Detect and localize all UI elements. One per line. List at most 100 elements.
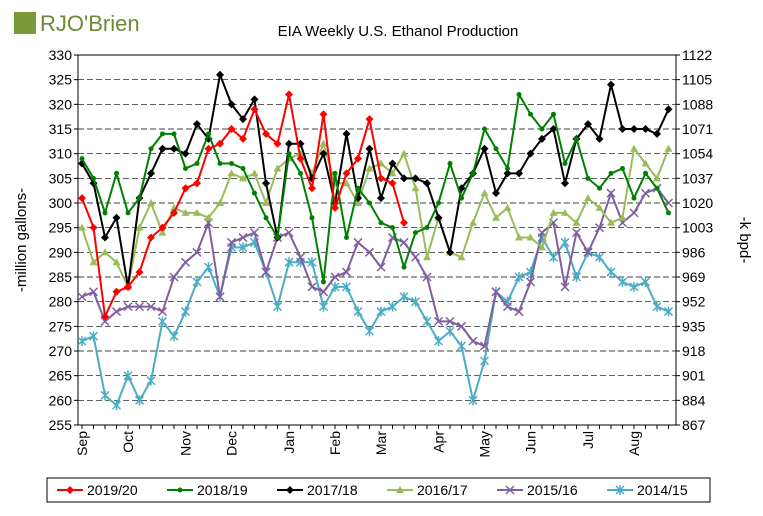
marker xyxy=(630,144,638,152)
marker xyxy=(640,188,651,198)
marker xyxy=(216,139,224,148)
marker xyxy=(505,165,510,171)
marker xyxy=(78,194,86,203)
x-tick-label: Feb xyxy=(327,431,343,455)
marker xyxy=(204,213,213,221)
marker xyxy=(239,115,247,124)
marker xyxy=(436,200,441,206)
marker xyxy=(89,258,98,266)
marker xyxy=(78,223,86,231)
series xyxy=(79,91,671,285)
marker xyxy=(170,144,178,153)
marker xyxy=(654,185,660,191)
marker xyxy=(595,203,604,211)
marker xyxy=(307,282,317,292)
marker xyxy=(365,115,374,124)
marker xyxy=(157,307,168,317)
marker xyxy=(227,100,236,109)
marker xyxy=(100,316,110,326)
marker xyxy=(597,185,602,191)
series xyxy=(78,70,673,291)
marker xyxy=(330,281,340,292)
marker xyxy=(607,218,615,226)
y2-tick-label: 1122 xyxy=(682,47,712,63)
y2-tick-label: 1071 xyxy=(682,121,713,137)
marker xyxy=(365,144,374,153)
legend-label: 2014/15 xyxy=(637,482,688,498)
marker xyxy=(539,126,545,132)
marker xyxy=(516,91,522,97)
marker xyxy=(411,184,420,192)
marker xyxy=(560,237,570,248)
marker xyxy=(400,149,408,157)
y2-tick-label: 1088 xyxy=(682,96,713,112)
marker xyxy=(147,199,155,206)
x-tick-label: Nov xyxy=(178,431,194,456)
marker xyxy=(263,215,269,221)
y-tick-label: 260 xyxy=(49,392,73,408)
x-tick-label: Jun xyxy=(523,431,539,454)
marker xyxy=(378,220,384,226)
marker xyxy=(66,486,74,494)
marker xyxy=(528,111,533,117)
y-tick-label: 265 xyxy=(49,368,73,384)
y2-tick-label: 918 xyxy=(682,343,706,359)
marker xyxy=(307,257,317,268)
y2-tick-label: 1037 xyxy=(682,170,713,186)
marker xyxy=(469,218,477,226)
marker xyxy=(515,169,523,178)
marker xyxy=(459,195,464,201)
y2-tick-label: 884 xyxy=(682,392,706,408)
y2-tick-label: 935 xyxy=(682,318,706,334)
marker xyxy=(331,203,339,212)
marker xyxy=(227,169,236,177)
marker xyxy=(342,129,351,138)
marker xyxy=(342,179,351,187)
marker xyxy=(615,485,625,495)
marker xyxy=(354,154,362,163)
marker xyxy=(502,302,513,312)
marker xyxy=(364,247,375,257)
marker xyxy=(229,161,234,167)
marker xyxy=(203,262,214,273)
marker xyxy=(515,233,523,241)
marker xyxy=(102,210,108,216)
marker xyxy=(275,235,280,241)
logo-icon xyxy=(14,12,36,34)
marker xyxy=(422,316,432,327)
marker xyxy=(170,208,178,217)
marker xyxy=(181,149,190,158)
series-line xyxy=(81,186,670,348)
marker xyxy=(169,331,179,342)
marker xyxy=(617,276,628,287)
marker xyxy=(594,252,605,263)
marker xyxy=(423,179,431,188)
marker xyxy=(111,307,122,317)
marker xyxy=(192,247,202,257)
marker xyxy=(111,400,122,411)
legend-label: 2018/19 xyxy=(197,482,248,498)
marker xyxy=(137,195,142,201)
marker xyxy=(296,154,305,163)
marker xyxy=(272,301,283,312)
marker xyxy=(192,276,202,287)
x-tick-label: Sep xyxy=(74,431,90,456)
y-tick-label: 305 xyxy=(49,170,73,186)
marker xyxy=(480,144,489,153)
y2-tick-label: 952 xyxy=(682,294,706,310)
marker xyxy=(284,228,294,238)
marker xyxy=(321,279,326,285)
y2-tick-label: 969 xyxy=(682,269,706,285)
x-tick-label: Oct xyxy=(120,431,136,453)
marker xyxy=(112,213,121,222)
y2-tick-label: 1020 xyxy=(682,195,713,211)
marker xyxy=(318,287,329,297)
legend-label: 2016/17 xyxy=(417,482,468,498)
marker xyxy=(572,218,581,226)
marker xyxy=(181,208,190,216)
legend xyxy=(46,477,711,503)
marker xyxy=(456,341,467,352)
marker xyxy=(631,195,637,201)
marker xyxy=(434,213,443,222)
y-tick-label: 285 xyxy=(49,269,73,285)
